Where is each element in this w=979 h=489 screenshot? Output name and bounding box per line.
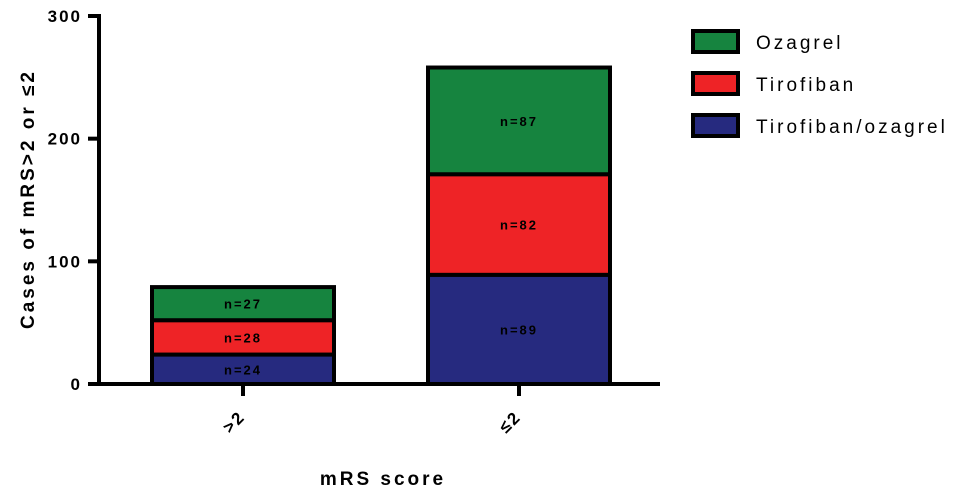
bar-segment-le2-tirofiban-ozagrel: [426, 272, 612, 386]
y-ticks-group: 0 100 200 300: [48, 7, 99, 394]
bar-segment-le2-tirofiban: [426, 172, 612, 277]
x-axis-title: mRS score: [320, 469, 446, 489]
data-label: n=87: [500, 114, 538, 129]
bar-segment-gt2-ozagrel: [150, 285, 336, 323]
x-ticks-group: >2 ≤2: [219, 384, 525, 437]
legend-swatch: [691, 29, 740, 54]
y-tick-label: 0: [71, 375, 82, 394]
legend: Ozagrel Tirofiban Tirofiban/ozagrel: [691, 29, 948, 138]
legend-swatch: [691, 71, 740, 96]
legend-label: Tirofiban: [756, 75, 856, 96]
axes-group: [97, 14, 660, 386]
data-label: n=24: [224, 362, 262, 377]
y-tick-label: 200: [48, 130, 82, 149]
legend-swatch: [691, 113, 740, 138]
data-label: n=28: [224, 330, 262, 345]
data-label: n=82: [500, 218, 538, 233]
y-tick-label: 100: [48, 252, 82, 271]
bar-segment-gt2-tirofiban: [150, 318, 336, 357]
data-label: n=89: [500, 322, 538, 337]
y-tick-label: 300: [48, 7, 82, 26]
legend-label: Ozagrel: [756, 33, 844, 54]
x-tick-label: ≤2: [495, 407, 525, 437]
x-tick-label: >2: [219, 407, 249, 437]
data-label: n=27: [224, 297, 262, 312]
legend-label: Tirofiban/ozagrel: [756, 117, 948, 138]
bar-segment-le2-ozagrel: [426, 65, 612, 177]
y-axis-title: Cases of mRS>2 or ≤2: [18, 69, 39, 329]
bars-group: n=24 n=28 n=27 n=89 n=82 n=87: [150, 65, 612, 386]
